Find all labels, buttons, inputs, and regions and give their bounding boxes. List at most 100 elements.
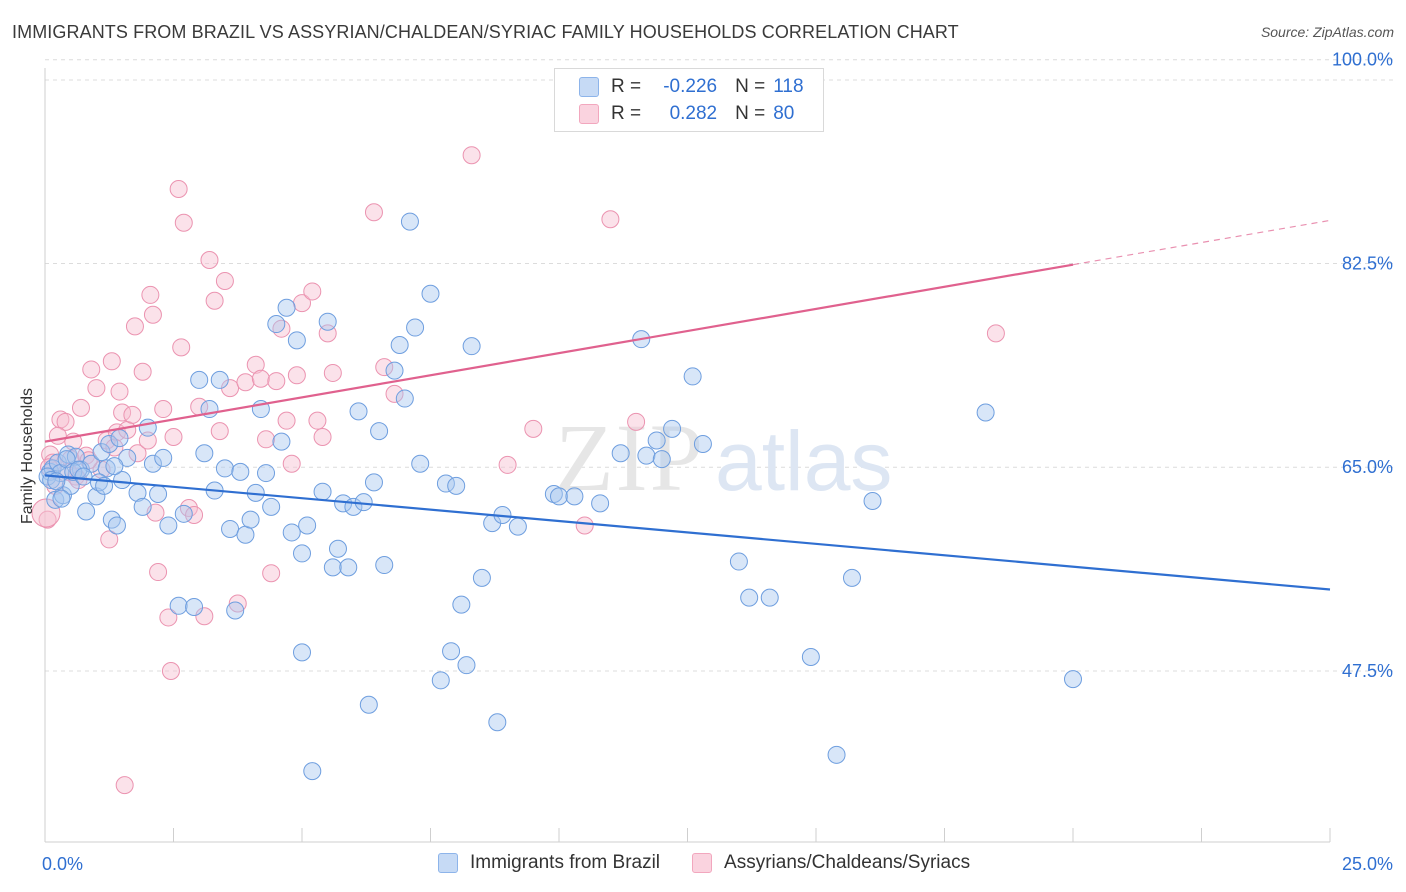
trend-line-brazil xyxy=(44,474,1331,591)
legend-r-label: R = xyxy=(611,103,642,124)
data-point-brazil xyxy=(107,516,126,535)
data-point-brazil xyxy=(277,298,296,317)
data-point-brazil xyxy=(1064,670,1082,689)
source-attribution: Source: ZipAtlas.com xyxy=(1260,24,1394,40)
data-point-brazil xyxy=(400,212,419,231)
data-point-assyrian xyxy=(141,285,160,304)
data-point-brazil xyxy=(89,473,108,492)
legend-n-value: 80 xyxy=(773,103,795,124)
data-point-brazil xyxy=(74,467,93,486)
data-point-brazil xyxy=(611,444,630,463)
data-point-brazil xyxy=(133,497,152,516)
data-point-brazil xyxy=(390,335,409,354)
data-point-brazil xyxy=(241,510,260,529)
data-point-brazil xyxy=(293,643,311,662)
data-point-brazil xyxy=(472,568,491,587)
data-point-assyrian xyxy=(228,594,247,613)
data-point-brazil xyxy=(457,656,476,675)
legend-item-assyrian[interactable]: Assyrians/Chaldeans/Syriacs xyxy=(692,852,970,874)
x-tick-label: 0.0% xyxy=(42,854,83,874)
data-point-brazil xyxy=(262,497,281,516)
data-point-assyrian xyxy=(575,516,594,535)
data-point-brazil xyxy=(863,492,882,511)
data-point-brazil xyxy=(102,510,121,529)
chart-title: IMMIGRANTS FROM BRAZIL VS ASSYRIAN/CHALD… xyxy=(12,22,959,42)
data-point-assyrian xyxy=(115,776,134,795)
data-point-assyrian xyxy=(172,338,191,357)
data-point-assyrian xyxy=(308,411,327,430)
data-point-brazil xyxy=(287,331,306,350)
legend-swatch-brazil xyxy=(579,77,599,97)
data-point-brazil xyxy=(447,476,466,495)
data-point-brazil xyxy=(406,318,425,337)
data-point-assyrian xyxy=(524,419,543,438)
data-point-assyrian xyxy=(195,607,214,626)
data-point-brazil xyxy=(550,487,568,506)
data-point-assyrian xyxy=(159,608,178,627)
data-point-assyrian xyxy=(169,179,188,198)
data-point-brazil xyxy=(113,471,132,490)
y-axis-label: Family Households xyxy=(19,387,36,525)
data-point-brazil xyxy=(693,434,712,453)
data-point-brazil xyxy=(105,457,124,476)
data-point-brazil xyxy=(221,519,240,538)
data-point-brazil xyxy=(452,595,471,614)
data-point-brazil xyxy=(801,648,820,667)
data-point-assyrian xyxy=(56,412,75,431)
data-point-brazil xyxy=(647,431,666,450)
data-point-brazil xyxy=(729,552,748,571)
y-tick-label: 100.0% xyxy=(1332,50,1393,70)
data-point-assyrian xyxy=(205,291,224,310)
data-point-brazil xyxy=(740,588,759,607)
data-point-brazil xyxy=(138,418,157,437)
data-point-assyrian xyxy=(149,563,168,582)
data-point-assyrian xyxy=(313,427,332,446)
watermark: ZIP atlas xyxy=(555,404,892,511)
data-point-brazil xyxy=(257,464,276,483)
data-point-assyrian xyxy=(110,382,129,401)
data-point-brazil xyxy=(226,601,245,620)
data-point-assyrian xyxy=(498,455,517,474)
data-point-assyrian xyxy=(138,431,157,450)
data-point-brazil xyxy=(87,487,106,506)
data-point-brazil xyxy=(100,434,119,453)
legend-swatch-assyrian xyxy=(692,853,713,873)
data-point-brazil xyxy=(565,487,584,506)
legend-label-assyrian: Assyrians/Chaldeans/Syriacs xyxy=(724,852,971,873)
data-point-brazil xyxy=(267,315,286,334)
data-point-assyrian xyxy=(262,564,281,583)
data-point-brazil xyxy=(149,485,168,504)
watermark-zip: ZIP xyxy=(555,404,705,511)
data-point-brazil xyxy=(652,450,671,469)
data-point-assyrian xyxy=(154,400,173,419)
data-point-assyrian xyxy=(87,379,106,398)
data-point-brazil xyxy=(77,502,96,521)
tick-labels: 47.5% 65.0% 82.5% 100.0% 0.0% 25.0% xyxy=(42,50,1393,874)
data-point-brazil xyxy=(683,367,702,386)
trend-line-assyrian xyxy=(44,263,1074,443)
data-point-brazil xyxy=(236,525,255,544)
legend-row-brazil: R = -0.226 N = 118 xyxy=(579,74,804,100)
legend-n-label: N = xyxy=(735,103,766,124)
data-point-brazil xyxy=(154,448,173,467)
data-point-brazil xyxy=(282,523,301,542)
data-point-brazil xyxy=(293,544,311,563)
data-point-brazil xyxy=(488,713,507,732)
data-point-assyrian xyxy=(82,360,101,379)
data-point-brazil xyxy=(411,454,430,473)
data-point-assyrian xyxy=(174,213,193,232)
data-point-assyrian xyxy=(123,405,142,424)
trend-lines xyxy=(44,219,1331,591)
data-point-brazil xyxy=(827,745,846,764)
data-point-brazil xyxy=(663,419,682,438)
data-point-brazil xyxy=(231,462,250,481)
data-point-assyrian xyxy=(323,363,342,382)
data-point-brazil xyxy=(760,588,779,607)
data-point-brazil xyxy=(323,558,342,577)
data-point-brazil xyxy=(375,556,394,575)
data-point-brazil xyxy=(842,568,861,587)
data-point-brazil xyxy=(339,558,358,577)
series-legend: Immigrants from Brazil Assyrians/Chaldea… xyxy=(438,852,1002,874)
legend-item-brazil[interactable]: Immigrants from Brazil xyxy=(438,852,660,874)
